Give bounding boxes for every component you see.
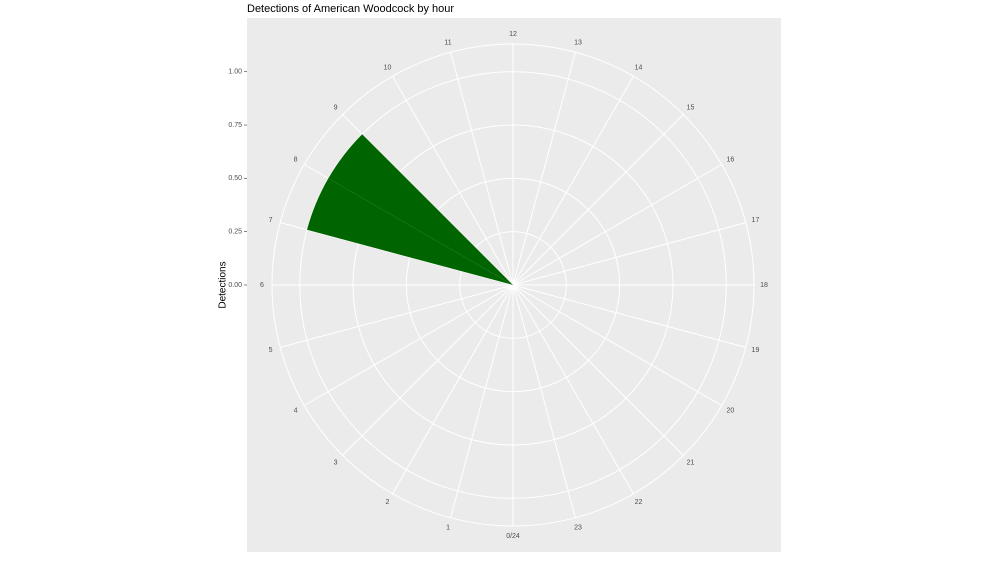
grid-spoke — [512, 114, 684, 286]
x-tick-label: 5 — [269, 347, 273, 354]
grid-spoke — [512, 284, 634, 494]
x-tick-label: 16 — [726, 156, 734, 163]
grid-spoke — [512, 284, 722, 406]
grid-spoke — [392, 76, 514, 286]
grid-spoke — [512, 76, 634, 286]
x-tick-label: 8 — [294, 156, 298, 163]
x-tick-label: 15 — [687, 104, 695, 111]
x-tick-label: 23 — [574, 524, 582, 531]
x-tick-label: 3 — [334, 459, 338, 466]
x-tick-label: 17 — [752, 217, 760, 224]
x-tick-label: 2 — [386, 499, 390, 506]
grid-spoke — [392, 284, 514, 494]
grid-spoke — [280, 284, 514, 348]
x-tick-label: 4 — [294, 407, 298, 414]
grid-spoke — [512, 52, 576, 286]
y-axis-title: Detections — [218, 261, 229, 308]
grid-spoke — [342, 284, 514, 456]
x-tick-label: 20 — [726, 407, 734, 414]
x-tick-label: 21 — [687, 459, 695, 466]
y-tick-label: 0.00 — [228, 282, 242, 289]
x-tick-label: 22 — [635, 499, 643, 506]
x-tick-label: 12 — [509, 31, 517, 38]
x-tick-label: 10 — [384, 64, 392, 71]
x-tick-label: 13 — [574, 39, 582, 46]
x-tick-label: 14 — [635, 64, 643, 71]
grid-spoke — [512, 164, 722, 286]
grid-spoke — [512, 284, 746, 348]
y-tick-label: 0.50 — [228, 175, 242, 182]
grid-spoke — [512, 284, 576, 518]
bar — [306, 178, 513, 285]
x-tick-label: 7 — [269, 217, 273, 224]
x-tick-label: 19 — [752, 347, 760, 354]
y-tick-label: 1.00 — [228, 69, 242, 76]
x-tick-label: 9 — [334, 104, 338, 111]
x-tick-label: 18 — [760, 282, 768, 289]
grid-spoke — [512, 222, 746, 286]
grid-spoke — [450, 284, 514, 518]
bar — [328, 134, 513, 285]
x-tick-label: 1 — [446, 524, 450, 531]
chart-title: Detections of American Woodcock by hour — [247, 3, 454, 15]
y-tick-label: 0.75 — [228, 122, 242, 129]
grid-spoke — [450, 52, 514, 286]
x-tick-label: 6 — [260, 282, 264, 289]
y-tick-label: 0.25 — [228, 229, 242, 236]
grid-spoke — [304, 284, 514, 406]
x-tick-label: 11 — [444, 39, 451, 46]
x-tick-label: 0/24 — [506, 533, 520, 540]
grid-spoke — [512, 284, 684, 456]
